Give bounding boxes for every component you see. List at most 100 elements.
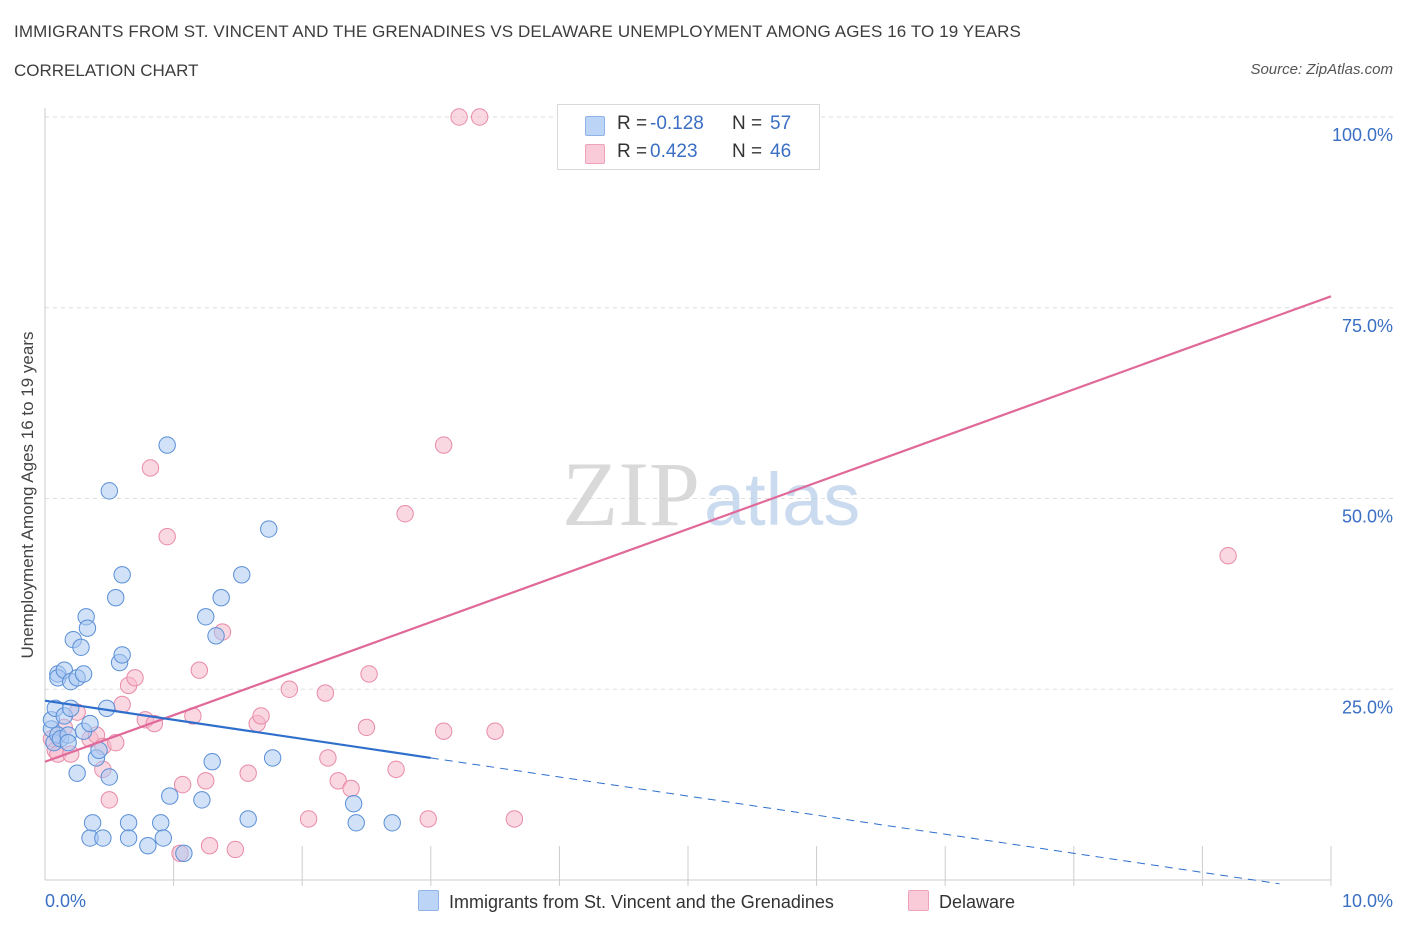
data-point bbox=[319, 749, 337, 767]
bottom-legend-swatch-blue bbox=[418, 890, 439, 911]
data-point bbox=[74, 665, 93, 683]
data-point bbox=[200, 836, 219, 855]
trend-line-delaware bbox=[44, 295, 1332, 763]
legend-r-label: R = bbox=[617, 141, 648, 162]
watermark-zip: ZIP bbox=[562, 443, 700, 545]
trend-line-immigrants-extension bbox=[430, 757, 1280, 885]
data-point bbox=[260, 520, 278, 538]
data-point bbox=[419, 810, 437, 828]
data-point bbox=[197, 772, 215, 790]
data-point bbox=[197, 608, 215, 626]
data-point bbox=[212, 588, 230, 607]
y-tick-label: 25.0% bbox=[1342, 697, 1393, 717]
legend-r-value: -0.128 bbox=[650, 113, 704, 134]
bottom-legend-swatch-pink bbox=[908, 890, 929, 911]
legend-swatch-blue bbox=[585, 116, 605, 136]
data-point bbox=[72, 638, 90, 656]
data-point bbox=[383, 814, 401, 832]
data-point bbox=[299, 810, 318, 828]
data-point bbox=[100, 791, 119, 809]
gridlines bbox=[45, 116, 1395, 690]
data-point bbox=[193, 791, 211, 809]
bottom-legend-blue: Immigrants from St. Vincent and the Gren… bbox=[418, 890, 834, 913]
y-tick-label: 50.0% bbox=[1342, 507, 1393, 527]
legend-n-value: 46 bbox=[770, 141, 792, 162]
data-point bbox=[434, 722, 453, 740]
data-point bbox=[139, 836, 157, 855]
y-tick-label: 75.0% bbox=[1342, 316, 1393, 336]
data-point bbox=[434, 436, 453, 454]
data-point bbox=[357, 718, 376, 737]
data-point bbox=[107, 588, 125, 607]
data-point bbox=[342, 779, 360, 798]
x-tick-label: 0.0% bbox=[45, 891, 86, 911]
data-point bbox=[344, 795, 363, 813]
data-point bbox=[100, 482, 119, 500]
source-label: Source: ZipAtlas.com bbox=[1250, 61, 1393, 78]
data-point bbox=[145, 714, 164, 733]
data-point bbox=[141, 459, 160, 477]
data-point bbox=[226, 840, 245, 859]
data-point bbox=[329, 772, 347, 790]
legend-r-label: R = bbox=[617, 113, 648, 134]
data-point bbox=[505, 810, 524, 828]
legend-n-label: N = bbox=[732, 141, 763, 162]
data-point bbox=[239, 810, 257, 828]
trend-lines bbox=[44, 295, 1332, 885]
chart-subtitle: CORRELATION CHART bbox=[14, 61, 199, 80]
data-point bbox=[81, 714, 99, 733]
data-point bbox=[203, 753, 221, 771]
data-point bbox=[113, 566, 131, 584]
data-point bbox=[450, 108, 468, 126]
bottom-legend-pink: Delaware bbox=[908, 890, 1015, 913]
data-point bbox=[119, 829, 138, 847]
data-point bbox=[59, 733, 77, 752]
data-point bbox=[486, 722, 504, 740]
data-point bbox=[158, 527, 176, 546]
legend-swatch-pink bbox=[585, 144, 605, 164]
data-point bbox=[280, 680, 299, 698]
axes bbox=[44, 108, 1332, 886]
data-point bbox=[126, 669, 144, 687]
data-point bbox=[190, 661, 209, 679]
bottom-legend-label-blue: Immigrants from St. Vincent and the Gren… bbox=[449, 892, 834, 912]
data-point bbox=[119, 814, 138, 832]
trend-line-immigrants bbox=[44, 699, 431, 760]
data-point bbox=[94, 829, 112, 847]
data-point bbox=[175, 844, 193, 862]
legend-box: R = -0.128 N = 57 R = 0.423 N = 46 bbox=[557, 104, 820, 170]
data-point bbox=[263, 749, 282, 767]
watermark: ZIP atlas bbox=[562, 443, 860, 545]
data-point bbox=[83, 814, 102, 832]
bottom-legend-label-pink: Delaware bbox=[939, 892, 1016, 912]
data-point bbox=[68, 764, 86, 782]
data-point bbox=[154, 829, 173, 847]
svg-points bbox=[42, 436, 401, 862]
y-tick-label: 100.0% bbox=[1332, 125, 1393, 145]
data-point bbox=[1219, 547, 1237, 565]
legend-n-value: 57 bbox=[770, 113, 792, 134]
data-point bbox=[113, 646, 131, 664]
data-point bbox=[347, 814, 365, 832]
data-point bbox=[387, 760, 405, 779]
tick-labels: 25.0% 50.0% 75.0% 100.0% 0.0% 10.0% bbox=[45, 125, 1393, 911]
data-point bbox=[158, 436, 176, 454]
data-point bbox=[470, 108, 489, 126]
data-point bbox=[78, 619, 97, 637]
legend-n-label: N = bbox=[732, 113, 763, 134]
data-point bbox=[316, 684, 335, 702]
delaware-points bbox=[42, 108, 1237, 862]
data-point bbox=[161, 787, 179, 805]
x-tick-label: 10.0% bbox=[1342, 891, 1393, 911]
data-point bbox=[239, 764, 257, 782]
data-point bbox=[152, 814, 170, 832]
data-point bbox=[252, 707, 270, 725]
data-point bbox=[396, 505, 414, 523]
watermark-atlas: atlas bbox=[704, 458, 860, 541]
data-point bbox=[173, 775, 192, 794]
legend-r-value: 0.423 bbox=[650, 141, 698, 162]
data-point bbox=[233, 566, 251, 584]
data-point bbox=[360, 665, 378, 683]
data-point bbox=[207, 627, 225, 645]
